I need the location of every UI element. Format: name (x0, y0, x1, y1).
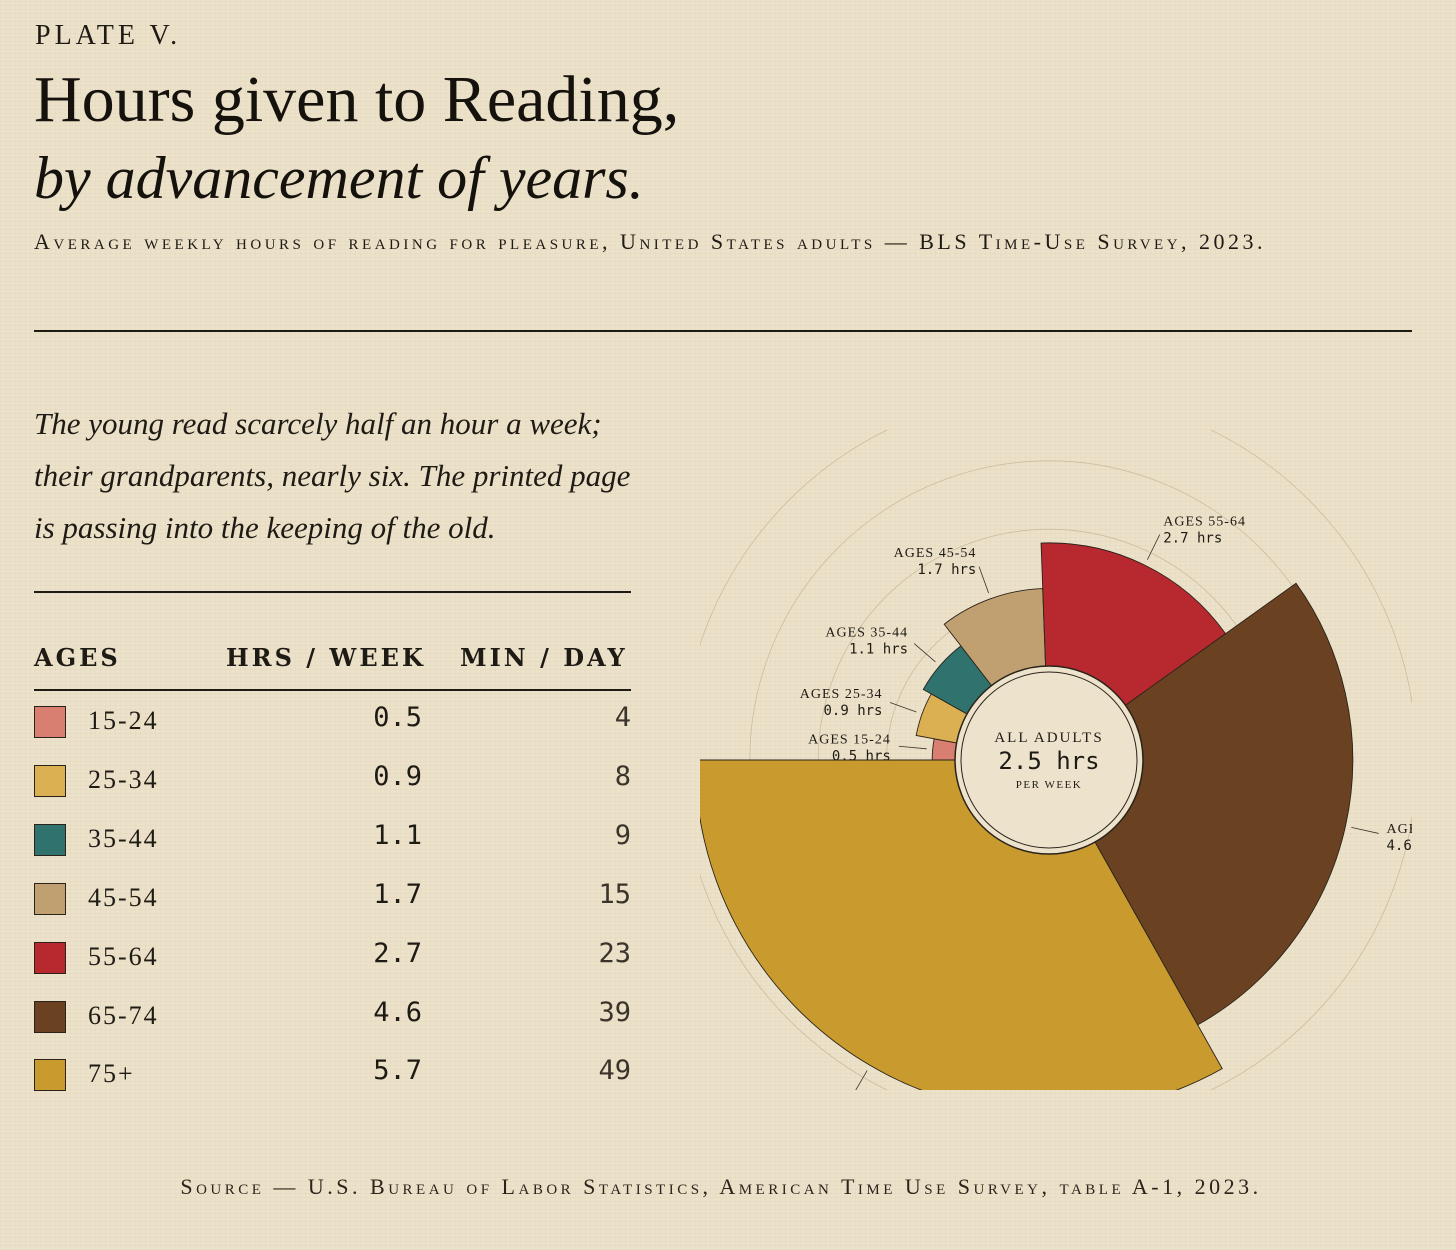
row-age: 35-44 (88, 824, 159, 853)
row-age: 15-24 (88, 706, 159, 735)
slice-value-label: 1.1 hrs (849, 641, 908, 657)
slice-value-label: 4.6 hrs (1386, 838, 1412, 854)
row-age: 25-34 (88, 765, 159, 794)
center-badge: ALL ADULTS 2.5 hrs PER WEEK (954, 665, 1144, 855)
row-hrs: 0.5 (373, 702, 422, 733)
row-age: 55-64 (88, 942, 159, 971)
slice-label: AGES 75+ (779, 1089, 849, 1090)
center-caption: ALL ADULTS (994, 730, 1103, 746)
row-hrs: 4.6 (373, 997, 422, 1028)
table-header-divider (34, 689, 631, 691)
header-ages: AGES (34, 643, 121, 672)
center-inner-circle (960, 671, 1138, 849)
row-min: 15 (598, 879, 631, 910)
chart-deck: Average weekly hours of reading for plea… (34, 229, 1267, 254)
slice-label: AGES 65-74 (1386, 822, 1412, 837)
legend-swatch (34, 765, 66, 797)
table-row: 65-74 4.6 39 (34, 997, 631, 1037)
row-hrs: 2.7 (373, 938, 422, 969)
lede-divider (34, 591, 631, 593)
legend-swatch (34, 883, 66, 915)
chart-subtitle: by advancement of years. (34, 145, 644, 211)
slice-value-label: 2.7 hrs (1163, 530, 1222, 546)
slice-value-label: 1.7 hrs (917, 562, 976, 578)
center-unit: PER WEEK (1016, 779, 1083, 791)
slice-label: AGES 15-24 (808, 733, 891, 748)
leader-line (889, 702, 917, 713)
legend-swatch (34, 824, 66, 856)
center-outer-circle (954, 665, 1144, 855)
legend-swatch (34, 1001, 66, 1033)
row-age: 75+ (88, 1059, 135, 1088)
slice-label: AGES 35-44 (825, 625, 908, 640)
row-min: 23 (598, 938, 631, 969)
table-row: 75+ 5.7 49 (34, 1055, 631, 1095)
slice-label: AGES 45-54 (894, 546, 977, 561)
row-age: 45-54 (88, 883, 159, 912)
source-note: Source — U.S. Bureau of Labor Statistics… (180, 1174, 1262, 1199)
row-min: 49 (598, 1055, 631, 1086)
row-hrs: 1.7 (373, 879, 422, 910)
slice-label: AGES 25-34 (800, 687, 883, 702)
leader-line (898, 745, 927, 750)
header-min-day: MIN / DAY (460, 643, 628, 672)
leader-line (978, 566, 989, 594)
legend-swatch (34, 942, 66, 974)
leader-line (1351, 826, 1379, 834)
radial-bar-chart: AGES 15-240.5 hrs AGES 25-340.9 hrs AGES 3… (700, 430, 1412, 1090)
plate-number: PLATE V. (35, 20, 182, 51)
header-hrs-week: HRS / WEEK (226, 643, 426, 672)
row-min: 9 (614, 820, 631, 851)
row-hrs: 5.7 (373, 1055, 422, 1086)
legend-swatch (34, 706, 66, 738)
chart-title: Hours given to Reading, (34, 63, 680, 136)
leader-line (855, 1070, 868, 1090)
table-row: 35-44 1.1 9 (34, 820, 631, 860)
row-hrs: 0.9 (373, 761, 422, 792)
row-age: 65-74 (88, 1001, 159, 1030)
slice-value-label: 0.9 hrs (823, 703, 882, 719)
table-row: 15-24 0.5 4 (34, 702, 631, 742)
leader-line (1147, 534, 1161, 560)
chart-labels: AGES 15-240.5 hrs AGES 25-340.9 hrs AGES 3… (779, 514, 1412, 1090)
leader-line (913, 643, 936, 663)
slice-label: AGES 55-64 (1163, 514, 1246, 529)
table-row: 25-34 0.9 8 (34, 761, 631, 801)
lede-text: The young read scarcely half an hour a w… (34, 406, 631, 545)
table-row: 45-54 1.7 15 (34, 879, 631, 919)
chart-bars (700, 542, 1354, 1090)
center-value: 2.5 hrs (998, 747, 1099, 775)
legend-swatch (34, 1059, 66, 1091)
row-min: 4 (614, 702, 631, 733)
top-divider (34, 330, 1412, 332)
table-row: 55-64 2.7 23 (34, 938, 631, 978)
row-min: 39 (598, 997, 631, 1028)
slice-value-label: 0.5 hrs (832, 749, 891, 765)
row-hrs: 1.1 (373, 820, 422, 851)
row-min: 8 (614, 761, 631, 792)
